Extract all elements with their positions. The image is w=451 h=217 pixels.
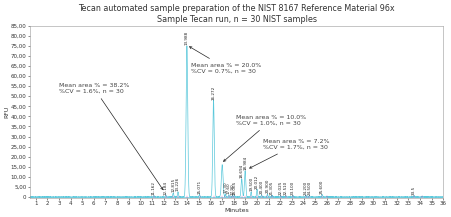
Text: 12.815: 12.815 — [171, 178, 175, 192]
Text: Mean area % = 7.2%
%CV = 1.7%, n = 30: Mean area % = 7.2% %CV = 1.7%, n = 30 — [249, 139, 329, 168]
Text: 24.200: 24.200 — [304, 180, 308, 195]
Text: 18.694: 18.694 — [240, 164, 244, 178]
Y-axis label: RFU: RFU — [4, 106, 9, 118]
Text: 17.60: 17.60 — [227, 183, 231, 194]
Text: 23.100: 23.100 — [291, 181, 295, 195]
Text: 33.5: 33.5 — [412, 186, 416, 195]
Text: 17.90: 17.90 — [230, 183, 235, 195]
Text: 19.500: 19.500 — [249, 177, 253, 191]
Text: 18.984: 18.984 — [243, 156, 247, 170]
Text: 13.988: 13.988 — [185, 31, 189, 45]
Text: 11.162: 11.162 — [152, 181, 156, 195]
Text: 21.305: 21.305 — [270, 181, 274, 195]
Text: 22.510: 22.510 — [284, 181, 288, 195]
Text: 15.071: 15.071 — [198, 180, 202, 194]
Text: 22.025: 22.025 — [279, 181, 282, 195]
X-axis label: Minutes: Minutes — [224, 208, 249, 213]
Text: 20.400: 20.400 — [260, 180, 263, 194]
Text: 16.272: 16.272 — [212, 85, 216, 100]
Text: Mean area % = 20.0%
%CV = 0.7%, n = 30: Mean area % = 20.0% %CV = 0.7%, n = 30 — [189, 47, 261, 73]
Text: 18.065: 18.065 — [232, 181, 236, 195]
Title: Tecan automated sample preparation of the NIST 8167 Reference Material 96x
Sampl: Tecan automated sample preparation of th… — [78, 4, 395, 24]
Text: 12.184: 12.184 — [164, 181, 168, 195]
Text: 24.500: 24.500 — [308, 181, 311, 195]
Text: 17.30: 17.30 — [224, 182, 227, 193]
Text: 25.600: 25.600 — [320, 180, 324, 194]
Text: Mean area % = 38.2%
%CV = 1.6%, n = 30: Mean area % = 38.2% %CV = 1.6%, n = 30 — [59, 83, 163, 190]
Text: 20.900: 20.900 — [266, 179, 269, 193]
Text: 20.012: 20.012 — [255, 174, 259, 189]
Text: Mean area % = 10.0%
%CV = 1.0%, n = 30: Mean area % = 10.0% %CV = 1.0%, n = 30 — [224, 115, 306, 161]
Text: 13.226: 13.226 — [176, 177, 180, 191]
